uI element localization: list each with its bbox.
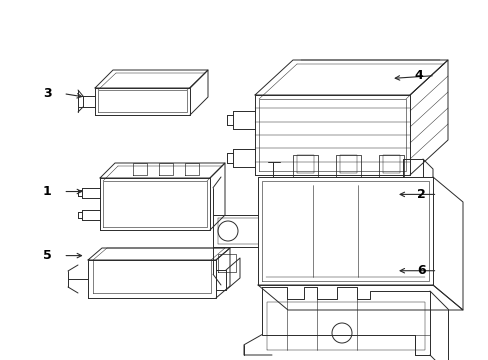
Text: 2: 2 (416, 188, 425, 201)
Text: 5: 5 (42, 249, 51, 262)
Text: 6: 6 (416, 264, 425, 277)
Text: 4: 4 (413, 69, 422, 82)
Text: 3: 3 (42, 87, 51, 100)
Text: 1: 1 (42, 185, 51, 198)
